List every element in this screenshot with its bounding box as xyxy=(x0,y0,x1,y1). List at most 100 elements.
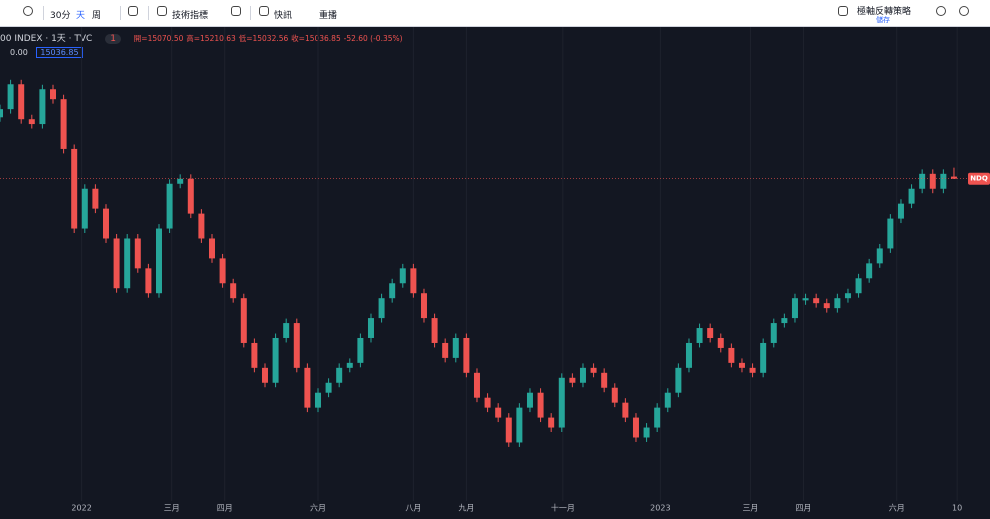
volume: 0.00 xyxy=(10,48,28,57)
candle-body xyxy=(272,337,279,383)
toolbar: 30分 天 周 技術指標 快訊 重播 極軸反轉策略 儲存 xyxy=(0,0,990,27)
search-button[interactable] xyxy=(936,6,946,16)
candle-body xyxy=(728,347,735,363)
candle-body xyxy=(198,213,205,239)
candle-body xyxy=(187,178,194,214)
candle-body xyxy=(304,367,311,408)
candle-body xyxy=(410,268,417,294)
x-tick-label: 10 xyxy=(952,504,962,513)
add-symbol-button[interactable] xyxy=(23,6,33,16)
alerts-button[interactable]: 快訊 xyxy=(274,11,293,21)
candle-body xyxy=(92,188,99,209)
candle-body xyxy=(484,397,491,408)
candle-body xyxy=(431,318,438,343)
candle-body xyxy=(664,392,671,408)
ohlc-open: 開=15070.50 xyxy=(133,34,184,43)
candle-body xyxy=(505,417,512,443)
candle-body xyxy=(230,283,237,299)
candle-body xyxy=(866,263,873,279)
interval-button[interactable]: 30分 xyxy=(50,11,71,21)
settings-button[interactable] xyxy=(959,6,969,16)
chart: 2022 三月 四月 六月 八月 九月 十一月 2023 三月 四月 六月 10 NDQ xyxy=(0,27,990,513)
x-tick-label: 三月 xyxy=(742,504,758,513)
candle-body xyxy=(219,258,226,284)
save-button[interactable]: 儲存 xyxy=(876,16,890,24)
candle-body xyxy=(685,342,692,368)
candle-body xyxy=(738,362,745,368)
candle-body xyxy=(134,238,141,269)
candle-body xyxy=(548,417,555,428)
x-tick-label: 四月 xyxy=(795,504,811,513)
candle-body xyxy=(770,323,777,343)
candle-body xyxy=(367,318,374,338)
x-tick-label: 2023 xyxy=(650,504,670,513)
candle-body xyxy=(940,173,947,189)
candle-body xyxy=(0,109,3,118)
indicator-icon[interactable] xyxy=(157,6,167,16)
interval-button[interactable]: 周 xyxy=(92,11,102,21)
candle-body xyxy=(897,203,904,219)
candle-body xyxy=(537,392,544,418)
chart-type-button[interactable] xyxy=(128,6,138,16)
candle-body xyxy=(760,342,767,373)
candle-body xyxy=(675,367,682,393)
templates-button[interactable] xyxy=(231,6,241,16)
candle-body xyxy=(357,337,364,363)
candle-body xyxy=(389,283,396,299)
separator xyxy=(250,6,251,20)
candle-body xyxy=(950,176,957,179)
candle-body xyxy=(145,268,152,294)
candle-body xyxy=(707,328,714,338)
candle-body xyxy=(749,367,756,373)
candle-body xyxy=(526,392,533,408)
candle-body xyxy=(39,89,46,125)
candle-body xyxy=(71,148,78,229)
price-box: 15036.85 xyxy=(36,47,83,58)
candle-body xyxy=(781,318,788,324)
candle-body xyxy=(473,372,480,398)
candle-body xyxy=(579,367,586,383)
candle-body xyxy=(442,342,449,358)
interval-button[interactable]: 天 xyxy=(76,11,86,21)
candle-body xyxy=(802,298,809,301)
strategy-button[interactable]: 極軸反轉策略 xyxy=(857,7,912,17)
badge[interactable]: 1 xyxy=(105,34,121,44)
candle-body xyxy=(18,84,25,120)
candle-body xyxy=(855,278,862,294)
candle-body xyxy=(823,303,830,309)
candle-body xyxy=(590,367,597,373)
symbol: 00 INDEX · 1天 · TVC xyxy=(0,34,93,44)
candle-body xyxy=(49,89,56,100)
separator xyxy=(120,6,121,20)
x-tick-label: 八月 xyxy=(405,504,421,513)
candle-body xyxy=(601,372,608,388)
candle-body xyxy=(378,298,385,319)
candle-body xyxy=(791,298,798,319)
ohlc-low: 低=15032.56 xyxy=(238,34,289,43)
candle-body xyxy=(463,337,470,373)
candle-body xyxy=(208,238,215,259)
candle-body xyxy=(813,298,820,304)
candle-body xyxy=(654,407,661,428)
price-tag-bg xyxy=(968,172,990,185)
replay-button[interactable]: 重播 xyxy=(319,11,338,21)
candle-body xyxy=(251,342,258,368)
x-tick-label: 十一月 xyxy=(551,503,575,513)
legend: 00 INDEX · 1天 · TVC 1 開=15070.50 高=15210… xyxy=(0,31,403,44)
candle-body xyxy=(293,323,300,368)
candle-body xyxy=(113,238,120,289)
candle-body xyxy=(844,293,851,299)
separator xyxy=(148,6,149,20)
candle-body xyxy=(611,387,618,403)
candle-body xyxy=(622,402,629,418)
candle-body xyxy=(102,208,109,239)
candle-body xyxy=(346,362,353,368)
ohlc-high: 高=15210.63 xyxy=(186,34,236,43)
candle-body xyxy=(929,173,936,189)
indicators-button[interactable]: 技術指標 xyxy=(172,11,209,21)
layout-checkbox[interactable] xyxy=(838,6,848,16)
alert-icon[interactable] xyxy=(259,6,269,16)
ohlc-change: -52.60 (-0.35%) xyxy=(343,34,403,43)
candle-body xyxy=(28,119,35,125)
candle-body xyxy=(696,328,703,343)
